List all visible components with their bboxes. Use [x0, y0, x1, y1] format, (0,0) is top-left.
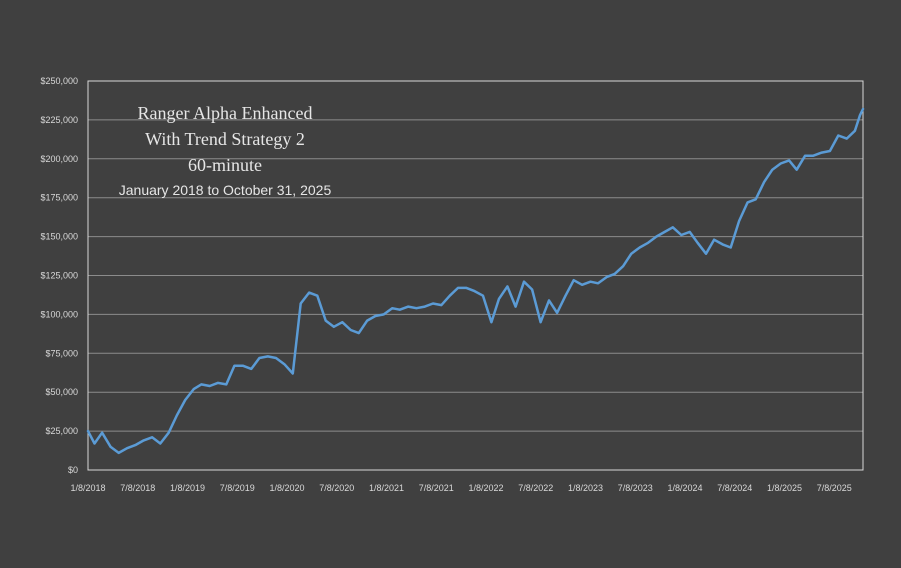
x-tick-label: 1/8/2021 — [369, 483, 404, 493]
y-tick-label: $75,000 — [45, 348, 78, 358]
chart-title-line-3: 60-minute — [188, 155, 262, 175]
gridlines — [88, 119, 863, 432]
x-tick-label: 1/8/2022 — [468, 483, 503, 493]
x-axis-tick-labels: 1/8/2018 7/8/2018 1/8/2019 7/8/2019 1/8/2020… — [70, 483, 851, 493]
y-tick-label: $225,000 — [40, 115, 78, 125]
x-tick-label: 1/8/2020 — [269, 483, 304, 493]
plot-area-frame — [87, 80, 864, 471]
equity-curve-line — [86, 107, 865, 455]
x-tick-label: 7/8/2018 — [120, 483, 155, 493]
y-tick-label: $125,000 — [40, 271, 78, 281]
y-tick-label: $100,000 — [40, 309, 78, 319]
y-axis-tick-labels: $0 $25,000 $50,000 $75,000 $100,000 $125,000 $… — [40, 76, 78, 475]
x-tick-label: 1/8/2024 — [667, 483, 702, 493]
y-tick-label: $200,000 — [40, 154, 78, 164]
chart-title-line-2: With Trend Strategy 2 — [145, 129, 305, 149]
x-tick-label: 1/8/2018 — [70, 483, 105, 493]
y-tick-label: $25,000 — [45, 426, 78, 436]
x-tick-label: 7/8/2024 — [717, 483, 752, 493]
x-tick-label: 7/8/2023 — [618, 483, 653, 493]
x-tick-label: 1/8/2025 — [767, 483, 802, 493]
y-tick-label: $0 — [68, 465, 78, 475]
y-tick-label: $50,000 — [45, 387, 78, 397]
x-tick-label: 1/8/2023 — [568, 483, 603, 493]
chart-title-block: Ranger Alpha Enhanced With Trend Strateg… — [100, 100, 350, 200]
x-tick-label: 7/8/2020 — [319, 483, 354, 493]
x-tick-label: 7/8/2022 — [518, 483, 553, 493]
chart-subtitle: January 2018 to October 31, 2025 — [118, 182, 332, 198]
y-tick-label: $150,000 — [40, 232, 78, 242]
x-tick-label: 7/8/2019 — [220, 483, 255, 493]
x-tick-label: 7/8/2021 — [419, 483, 454, 493]
y-tick-label: $250,000 — [40, 76, 78, 86]
y-tick-label: $175,000 — [40, 193, 78, 203]
chart-title-line-1: Ranger Alpha Enhanced — [137, 103, 313, 123]
x-tick-label: 7/8/2025 — [817, 483, 852, 493]
x-tick-label: 1/8/2019 — [170, 483, 205, 493]
